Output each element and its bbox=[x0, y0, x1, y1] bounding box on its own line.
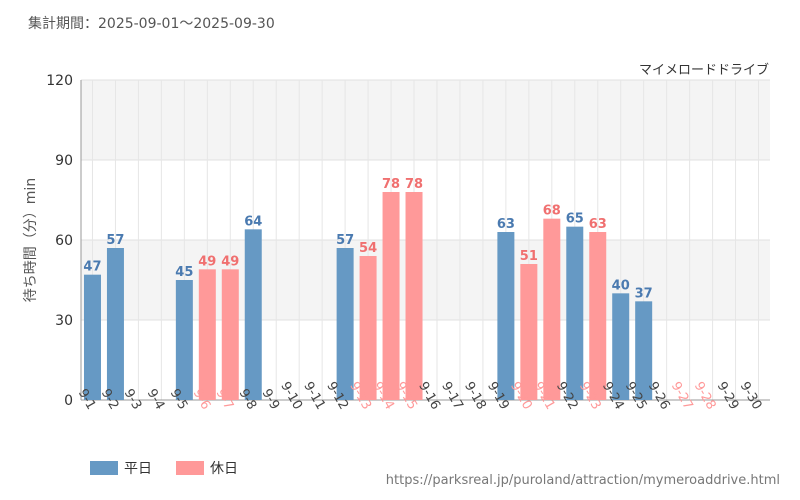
value-label-9-1: 47 bbox=[83, 260, 101, 275]
bar-9-23 bbox=[589, 232, 607, 400]
bar-9-24 bbox=[612, 293, 630, 400]
value-label-9-13: 54 bbox=[359, 241, 377, 256]
y-tick-label: 60 bbox=[55, 233, 73, 249]
bar-9-12 bbox=[336, 248, 354, 400]
bar-9-20 bbox=[520, 264, 538, 400]
value-label-9-7: 49 bbox=[221, 254, 239, 269]
bar-9-1 bbox=[83, 274, 101, 400]
legend-label-holiday: 休日 bbox=[210, 461, 238, 477]
chart-title: マイメロードドライブ bbox=[639, 62, 769, 78]
bar-9-8 bbox=[244, 229, 262, 400]
value-label-9-8: 64 bbox=[244, 214, 262, 229]
bar-9-25 bbox=[635, 301, 653, 400]
bar-9-22 bbox=[566, 226, 584, 400]
y-tick-label: 120 bbox=[46, 73, 73, 89]
bar-9-7 bbox=[221, 269, 239, 400]
value-label-9-15: 78 bbox=[405, 177, 423, 192]
bars bbox=[83, 192, 653, 400]
bar-9-2 bbox=[106, 248, 124, 400]
plot-band bbox=[81, 80, 770, 160]
y-tick-label: 30 bbox=[55, 313, 73, 329]
value-label-9-22: 65 bbox=[566, 212, 584, 227]
legend-item-holiday: 休日 bbox=[176, 458, 238, 478]
bar-9-21 bbox=[543, 218, 561, 400]
value-label-9-25: 37 bbox=[635, 286, 653, 301]
bar-9-6 bbox=[198, 269, 216, 400]
value-label-9-2: 57 bbox=[106, 233, 124, 248]
plot-band bbox=[81, 320, 770, 400]
legend-label-weekday: 平日 bbox=[124, 461, 152, 477]
y-tick-labels: 0 30 60 90 120 bbox=[46, 73, 73, 409]
value-labels: 47 57 45 49 49 64 57 54 78 78 63 51 68 65 63 40 37 bbox=[83, 177, 652, 301]
bar-9-13 bbox=[359, 256, 377, 400]
legend-swatch-weekday bbox=[90, 461, 118, 475]
plot-bands bbox=[81, 80, 770, 400]
source-url: https://parksreal.jp/puroland/attraction… bbox=[385, 473, 780, 488]
bar-9-5 bbox=[175, 280, 193, 400]
legend-swatch-holiday bbox=[176, 461, 204, 475]
bar-9-19 bbox=[497, 232, 515, 400]
y-tick-label: 0 bbox=[64, 393, 73, 409]
value-label-9-19: 63 bbox=[497, 217, 515, 232]
y-axis-label: 待ち時間（分）min bbox=[23, 178, 39, 302]
value-label-9-23: 63 bbox=[589, 217, 607, 232]
legend: 平日 休日 bbox=[90, 458, 262, 478]
value-label-9-5: 45 bbox=[175, 265, 193, 280]
plot-band bbox=[81, 240, 770, 320]
y-tick-label: 90 bbox=[55, 153, 73, 169]
plot-band bbox=[81, 160, 770, 240]
bar-9-15 bbox=[405, 192, 423, 400]
value-label-9-14: 78 bbox=[382, 177, 400, 192]
value-label-9-21: 68 bbox=[543, 204, 561, 219]
bar-9-14 bbox=[382, 192, 400, 400]
value-label-9-12: 57 bbox=[336, 233, 354, 248]
value-label-9-6: 49 bbox=[198, 254, 216, 269]
legend-item-weekday: 平日 bbox=[90, 458, 152, 478]
value-label-9-24: 40 bbox=[612, 278, 630, 293]
value-label-9-20: 51 bbox=[520, 249, 538, 264]
period-label: 集計期間：2025-09-01〜2025-09-30 bbox=[28, 16, 275, 32]
